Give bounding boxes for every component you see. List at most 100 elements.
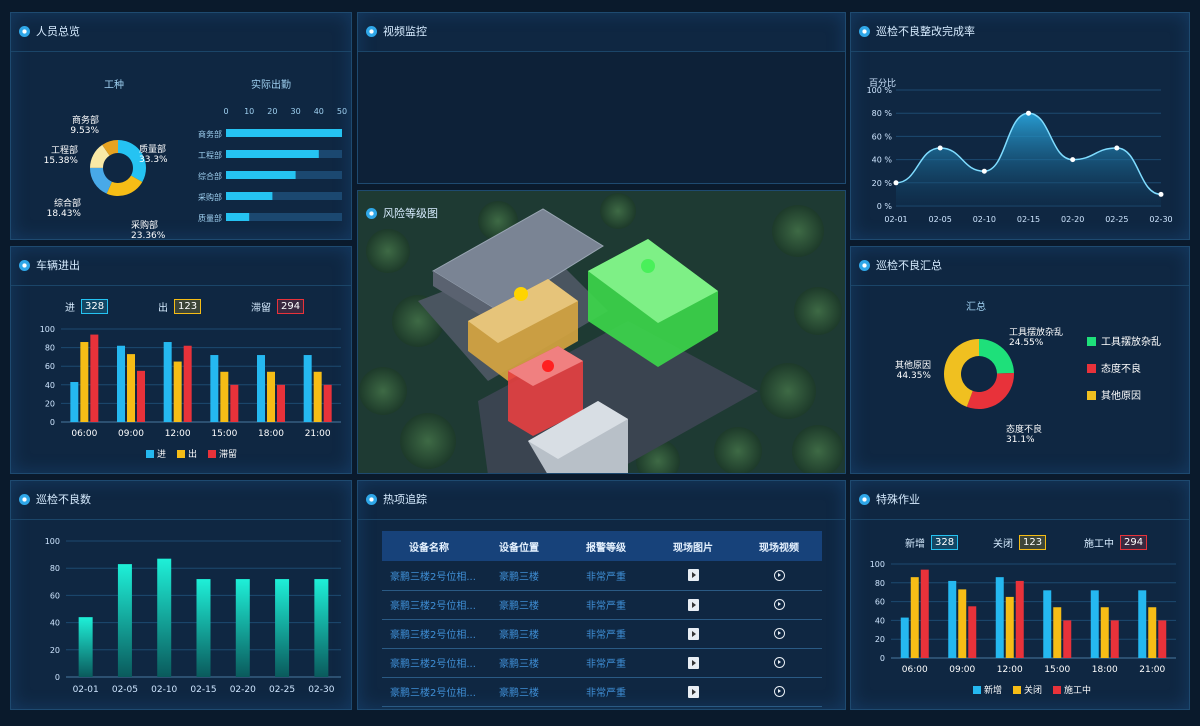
bar-axis-tick: 20 xyxy=(267,107,277,116)
x-tick: 06:00 xyxy=(902,665,928,675)
device-location-cell: 豪鹏三楼 xyxy=(499,601,539,612)
bar-axis-tick: 50 xyxy=(337,107,347,116)
slice-pct: 33.3% xyxy=(139,155,168,165)
y-tick: 0 xyxy=(55,673,60,682)
attendance-bar xyxy=(226,150,319,158)
badge-value: 294 xyxy=(277,299,305,314)
panel-title: 巡检不良整改完成率 xyxy=(859,23,975,39)
x-tick: 15:00 xyxy=(211,429,237,439)
photo-icon[interactable] xyxy=(687,685,699,698)
photo-icon[interactable] xyxy=(687,627,699,640)
bar-category-label: 工程部 xyxy=(198,150,222,160)
y-tick: 20 xyxy=(875,635,885,644)
video-play-icon[interactable] xyxy=(773,656,785,668)
legend-label: 施工中 xyxy=(1064,684,1091,696)
bar-新增 xyxy=(995,577,1004,658)
slice-pct: 31.1% xyxy=(1006,435,1035,445)
bar-出 xyxy=(173,361,182,422)
x-tick: 02-10 xyxy=(973,215,996,224)
defect-bar xyxy=(117,564,132,677)
legend-swatch xyxy=(1087,391,1096,400)
photo-cell xyxy=(650,590,736,619)
photo-icon[interactable] xyxy=(687,569,699,582)
bar-axis-tick: 0 xyxy=(223,107,228,116)
bar-进 xyxy=(117,345,125,422)
bar-新增 xyxy=(948,580,957,658)
bar-进 xyxy=(163,342,172,422)
badge-label: 新增 xyxy=(905,539,925,550)
x-tick: 02-05 xyxy=(112,685,138,695)
alarm-level-cell: 非常严重 xyxy=(586,630,626,641)
badge-label: 滞留 xyxy=(251,303,271,314)
photo-icon[interactable] xyxy=(687,656,699,669)
y-tick: 20 % xyxy=(872,179,893,188)
table-row[interactable]: 豪鹏三楼2号位相... 豪鹏三楼 非常严重 xyxy=(382,561,822,590)
defect-bar xyxy=(275,579,290,677)
video-play-icon[interactable] xyxy=(773,598,785,610)
count-badge: 出 123 xyxy=(158,299,202,314)
legend-swatch xyxy=(1087,364,1096,373)
table-row[interactable]: 豪鹏三楼2号位相... 豪鹏三楼 非常严重 xyxy=(382,677,822,706)
count-badge: 进 328 xyxy=(65,299,109,314)
col-scene-video: 现场视频 xyxy=(759,542,799,554)
bar-出 xyxy=(267,371,275,422)
panel-vehicles: 车辆进出 进 328 出 123 滞留 294 100 80 60 40 20 0 06:00 09:0… xyxy=(10,246,352,474)
y-tick: 60 xyxy=(45,362,55,371)
bar-title: 实际出勤 xyxy=(251,78,291,91)
panel-title: 巡检不良数 xyxy=(19,491,91,507)
video-play-icon[interactable] xyxy=(773,569,785,581)
globe-icon xyxy=(366,493,377,505)
panel-title: 风险等级图 xyxy=(366,205,438,221)
data-point xyxy=(1158,191,1164,197)
badge-label: 出 xyxy=(158,303,168,314)
x-tick: 02-20 xyxy=(1061,215,1084,224)
defect-count-chart: 100 80 60 40 20 0 02-01 02-05 02-10 02-15 02-20 02-… xyxy=(45,537,341,695)
legend-swatch xyxy=(146,450,154,458)
badge-value: 328 xyxy=(81,299,109,314)
video-area[interactable] xyxy=(358,52,845,183)
y-tick: 100 xyxy=(45,537,60,546)
slice-label: 工程部 xyxy=(51,144,78,156)
panel-title: 巡检不良汇总 xyxy=(859,257,942,273)
bar-关闭 xyxy=(1148,607,1157,658)
bar-施工中 xyxy=(1110,620,1119,658)
alarm-level-cell: 非常严重 xyxy=(586,659,626,670)
bar-进 xyxy=(303,355,312,422)
donut-slice xyxy=(106,175,143,197)
table-row[interactable]: 豪鹏三楼2号位相... 豪鹏三楼 非常严重 xyxy=(382,619,822,648)
bar-category-label: 综合部 xyxy=(198,171,222,181)
risk-map-image[interactable] xyxy=(358,191,846,474)
slice-label: 商务部 xyxy=(72,114,99,126)
defect-bar xyxy=(78,617,93,677)
count-badge: 新增 328 xyxy=(905,535,959,550)
photo-icon[interactable] xyxy=(687,598,699,611)
panel-hot-track: 热项追踪 设备名称 设备位置 报警等级 现场图片 现场视频 豪鹏三楼2号位相..… xyxy=(357,480,846,710)
bar-axis-tick: 40 xyxy=(314,107,324,116)
table-row[interactable]: 豪鹏三楼2号位相... 豪鹏三楼 非常严重 xyxy=(382,590,822,619)
bar-关闭 xyxy=(958,589,967,658)
bar-axis-tick: 10 xyxy=(244,107,254,116)
video-cell xyxy=(736,677,822,706)
video-play-icon[interactable] xyxy=(773,627,785,639)
bar-关闭 xyxy=(1005,596,1014,658)
donut-slice xyxy=(966,373,1014,409)
bar-axis-tick: 30 xyxy=(291,107,301,116)
legend-label: 出 xyxy=(188,448,197,460)
x-tick: 18:00 xyxy=(258,429,284,439)
table-row[interactable]: 豪鹏三楼2号位相... 豪鹏三楼 非常严重 xyxy=(382,648,822,677)
badge-label: 施工中 xyxy=(1084,539,1114,550)
video-play-icon[interactable] xyxy=(773,685,785,697)
x-tick: 02-05 xyxy=(929,215,952,224)
panel-personnel: 人员总览 工种 质量部 33.3% 采购部 23.36% 综合部 18.43% 工程部 15.3… xyxy=(10,12,352,241)
globe-icon xyxy=(366,207,377,219)
defect-bar xyxy=(235,579,250,677)
legend-swatch xyxy=(1013,686,1021,694)
globe-icon xyxy=(366,25,377,37)
bar-category-label: 商务部 xyxy=(198,129,222,139)
bar-出 xyxy=(80,342,89,422)
panel-video: 视频监控 xyxy=(357,12,846,184)
bar-新增 xyxy=(1090,590,1099,658)
donut-slice xyxy=(979,339,1014,374)
globe-icon xyxy=(859,259,870,271)
y-tick: 80 % xyxy=(872,109,893,118)
